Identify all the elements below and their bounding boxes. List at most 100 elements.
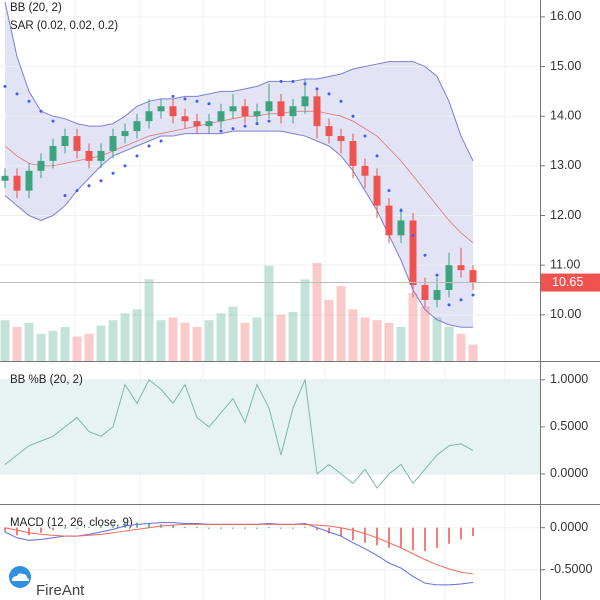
sar-dot: [351, 114, 355, 118]
candle-body: [169, 106, 177, 117]
candle-body: [121, 131, 129, 137]
logo: FireAnt: [9, 566, 85, 599]
sar-dot: [123, 164, 127, 168]
plot-layer: 10.00 11.00 12.00 13.00 14.00 15.00 16.00 BB (2…: [0, 1, 600, 586]
volume-bar: [192, 326, 202, 361]
sar-dot: [195, 99, 199, 103]
candle-body: [325, 126, 333, 137]
volume-bar: [300, 279, 310, 361]
sar-dot: [267, 119, 271, 123]
candle-body: [421, 285, 429, 300]
sar-dot: [231, 127, 235, 131]
candle-body: [49, 145, 57, 161]
volume-bar: [252, 317, 262, 361]
y-tick-label: 13.00: [550, 158, 581, 172]
sar-dot: [471, 293, 475, 297]
candle-body: [397, 220, 405, 236]
bb-upper: [4, 1, 474, 162]
sar-dot: [459, 298, 463, 302]
y-tick-label: 0.0000: [550, 520, 588, 534]
indicator-label: BB (20, 2): [10, 2, 62, 14]
sar-dot: [447, 303, 451, 307]
volume-bar: [48, 331, 58, 361]
sar-dot: [387, 189, 391, 193]
sar-dot: [315, 87, 319, 91]
candle-body: [313, 96, 321, 127]
sar-dot: [3, 84, 7, 88]
candle-body: [301, 96, 309, 107]
y-tick-label: 14.00: [550, 108, 581, 122]
volume-bar: [228, 306, 238, 361]
volume-bar: [288, 312, 298, 361]
volume-bar: [240, 322, 250, 361]
volume-bar: [276, 314, 286, 361]
candle-body: [265, 101, 273, 112]
sar-dot: [327, 92, 331, 96]
volume-bar: [60, 326, 70, 361]
volume-bar: [312, 263, 322, 361]
candle-body: [109, 136, 117, 151]
volume-bar: [420, 306, 430, 361]
volume-bar: [204, 320, 214, 361]
volume-bar: [180, 322, 190, 361]
candle-body: [373, 175, 381, 206]
candle-body: [85, 150, 93, 161]
sar-dot: [159, 139, 163, 143]
sar-dot: [243, 124, 247, 128]
sar-dot: [363, 134, 367, 138]
volume-bar: [120, 313, 130, 361]
candle-body: [445, 265, 453, 290]
candle-body: [337, 136, 345, 142]
y-tick-label: 16.00: [550, 9, 581, 23]
volume-bar: [468, 344, 478, 361]
volume-bar: [84, 333, 94, 361]
candle-body: [229, 106, 237, 112]
candle-body: [133, 121, 141, 132]
bb-band: [5, 1, 473, 328]
volume-bar: [132, 309, 142, 361]
percent-b-line: [4, 377, 474, 489]
last-price-box: [541, 273, 600, 292]
brand: FireAnt: [36, 582, 85, 599]
y-tick-label: 10.00: [550, 307, 581, 321]
sar-dot: [135, 154, 139, 158]
candle-body: [277, 101, 285, 117]
volume-bar: [324, 299, 334, 361]
candle-body: [145, 111, 153, 122]
sar-dot: [423, 253, 427, 257]
sar-dot: [291, 79, 295, 83]
volume-bar: [36, 333, 46, 361]
sar-dot: [339, 99, 343, 103]
volume-bar: [372, 320, 382, 361]
volume-bar: [168, 317, 178, 361]
sar-dot: [435, 273, 439, 277]
candle-body: [469, 270, 477, 283]
volume-bar: [216, 313, 226, 361]
sar-dot: [171, 94, 175, 98]
candle-body: [1, 175, 9, 181]
sar-dot: [15, 92, 19, 96]
volume-bar: [72, 336, 82, 361]
volume-bar: [384, 322, 394, 361]
sar-dot: [111, 171, 115, 175]
candle-body: [205, 121, 213, 127]
volume-bar: [336, 286, 346, 361]
candle-body: [289, 106, 297, 117]
y-tick-label: 0.0000: [550, 466, 588, 480]
candle-body: [217, 111, 225, 122]
sar-dot: [51, 119, 55, 123]
candle-body: [181, 116, 189, 122]
sar-dot: [99, 179, 103, 183]
volume-bar: [0, 320, 10, 361]
y-tick-label: 0.5000: [550, 419, 588, 433]
y-tick-label: 12.00: [550, 208, 581, 222]
sar-dot: [279, 79, 283, 83]
candle-body: [25, 170, 33, 191]
candle-body: [385, 205, 393, 236]
sar-dot: [27, 99, 31, 103]
sar-dot: [303, 82, 307, 86]
y-tick-label: -0.5000: [550, 562, 592, 576]
volume-bar: [444, 326, 454, 361]
